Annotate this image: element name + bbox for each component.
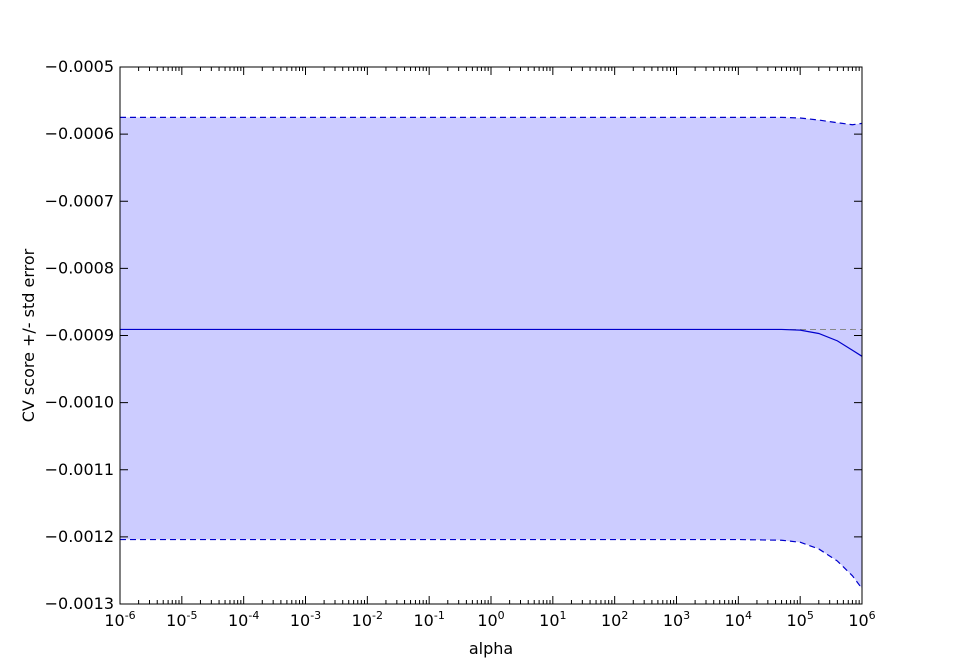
y-tick-label: −0.0005 [45,57,114,76]
ticks-layer [119,66,863,605]
x-axis-label: alpha [469,639,513,658]
x-tick-labels: 10-6 10-5 10-4 10-3 10-2 10-1 100 101 102 103 104 1… [104,609,875,630]
x-tick-label: 104 [725,609,752,630]
x-tick-label: 10-5 [166,609,197,630]
x-tick-label: 103 [663,609,690,630]
series-line-mean [120,328,863,357]
series-layer [120,116,863,589]
x-tick-label: 106 [848,609,875,630]
y-tick-label: −0.0008 [45,258,114,277]
x-tick-label: 10-2 [352,609,383,630]
y-tick-label: −0.0013 [45,594,114,613]
y-axis-label: CV score +/- std error [19,248,38,422]
x-tick-label: 101 [539,609,566,630]
x-tick-label: 10-1 [414,609,445,630]
series-line-lower [120,538,863,589]
series-line-upper [120,116,863,126]
y-tick-label: −0.0006 [45,124,114,143]
y-tick-label: −0.0009 [45,326,114,345]
y-tick-labels: −0.0005 −0.0006 −0.0007 −0.0008 −0.0009 −0.00… [45,57,114,613]
std-error-band-layer [120,117,862,589]
y-tick-label: −0.0012 [45,527,114,546]
x-tick-label: 105 [786,609,813,630]
x-tick-label: 100 [477,609,504,630]
x-tick-label: 102 [601,609,628,630]
x-tick-label: 10-6 [104,609,135,630]
y-tick-label: −0.0007 [45,191,114,210]
x-tick-label: 10-3 [290,609,321,630]
y-tick-label: −0.0010 [45,393,114,412]
y-tick-label: −0.0011 [45,460,114,479]
std-error-band [120,117,862,589]
x-tick-label: 10-4 [228,609,259,630]
